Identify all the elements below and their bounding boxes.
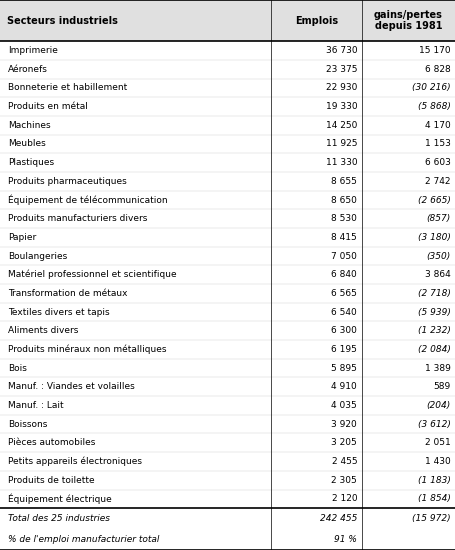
Text: Produits manufacturiers divers: Produits manufacturiers divers <box>8 214 147 223</box>
Text: 1 430: 1 430 <box>425 457 450 466</box>
Text: 22 930: 22 930 <box>326 84 357 92</box>
Text: 36 730: 36 730 <box>325 46 357 55</box>
Text: 3 864: 3 864 <box>425 270 450 279</box>
Text: (2 665): (2 665) <box>418 195 450 205</box>
Text: 1 153: 1 153 <box>425 140 450 148</box>
Text: (2 084): (2 084) <box>418 345 450 354</box>
Text: 2 305: 2 305 <box>331 476 357 485</box>
Text: Pièces automobiles: Pièces automobiles <box>8 438 96 447</box>
Text: (30 216): (30 216) <box>412 84 450 92</box>
Text: 6 840: 6 840 <box>331 270 357 279</box>
Text: Bois: Bois <box>8 364 27 372</box>
Text: (204): (204) <box>426 401 450 410</box>
Text: Équipement de télécommunication: Équipement de télécommunication <box>8 195 168 205</box>
Text: Produits minéraux non métalliques: Produits minéraux non métalliques <box>8 345 167 354</box>
Text: Textiles divers et tapis: Textiles divers et tapis <box>8 307 110 317</box>
Text: 6 540: 6 540 <box>331 307 357 317</box>
Text: Aéronefs: Aéronefs <box>8 65 48 74</box>
Text: 6 565: 6 565 <box>331 289 357 298</box>
Text: Boissons: Boissons <box>8 420 48 428</box>
Text: 1 389: 1 389 <box>425 364 450 372</box>
Text: 2 120: 2 120 <box>332 494 357 503</box>
Text: Machines: Machines <box>8 121 51 130</box>
Text: 8 655: 8 655 <box>331 177 357 186</box>
Bar <box>0 0 455 41</box>
Text: 11 330: 11 330 <box>325 158 357 167</box>
Text: Total des 25 industries: Total des 25 industries <box>8 514 110 523</box>
Text: Petits appareils électroniques: Petits appareils électroniques <box>8 456 142 466</box>
Text: Équipement électrique: Équipement électrique <box>8 493 112 504</box>
Text: 91 %: 91 % <box>334 535 357 544</box>
Text: Produits de toilette: Produits de toilette <box>8 476 95 485</box>
Text: Matériel professionnel et scientifique: Matériel professionnel et scientifique <box>8 270 177 279</box>
Text: (1 183): (1 183) <box>418 476 450 485</box>
Text: (350): (350) <box>426 251 450 261</box>
Text: (1 854): (1 854) <box>418 494 450 503</box>
Text: Manuf. : Viandes et volailles: Manuf. : Viandes et volailles <box>8 382 135 391</box>
Text: 6 603: 6 603 <box>425 158 450 167</box>
Text: 2 742: 2 742 <box>425 177 450 186</box>
Text: Imprimerie: Imprimerie <box>8 46 58 55</box>
Text: 15 170: 15 170 <box>419 46 450 55</box>
Text: 6 828: 6 828 <box>425 65 450 74</box>
Text: 589: 589 <box>433 382 450 391</box>
Text: (5 939): (5 939) <box>418 307 450 317</box>
Text: Manuf. : Lait: Manuf. : Lait <box>8 401 64 410</box>
Text: (3 612): (3 612) <box>418 420 450 428</box>
Text: (1 232): (1 232) <box>418 326 450 336</box>
Text: (2 718): (2 718) <box>418 289 450 298</box>
Text: Secteurs industriels: Secteurs industriels <box>7 15 118 26</box>
Text: 4 910: 4 910 <box>331 382 357 391</box>
Text: 11 925: 11 925 <box>326 140 357 148</box>
Text: 6 300: 6 300 <box>331 326 357 336</box>
Text: (5 868): (5 868) <box>418 102 450 111</box>
Text: 14 250: 14 250 <box>326 121 357 130</box>
Text: (3 180): (3 180) <box>418 233 450 242</box>
Text: gains/pertes
depuis 1981: gains/pertes depuis 1981 <box>374 10 443 31</box>
Text: 19 330: 19 330 <box>325 102 357 111</box>
Text: Transformation de métaux: Transformation de métaux <box>8 289 128 298</box>
Text: (857): (857) <box>426 214 450 223</box>
Text: % de l'emploi manufacturier total: % de l'emploi manufacturier total <box>8 535 160 544</box>
Text: 4 170: 4 170 <box>425 121 450 130</box>
Text: 3 205: 3 205 <box>331 438 357 447</box>
Text: 242 455: 242 455 <box>320 514 357 523</box>
Text: 23 375: 23 375 <box>326 65 357 74</box>
Text: 5 895: 5 895 <box>331 364 357 372</box>
Text: Plastiques: Plastiques <box>8 158 54 167</box>
Text: 3 920: 3 920 <box>331 420 357 428</box>
Text: 6 195: 6 195 <box>331 345 357 354</box>
Text: Emplois: Emplois <box>295 15 338 26</box>
Text: Bonneterie et habillement: Bonneterie et habillement <box>8 84 127 92</box>
Text: Produits pharmaceutiques: Produits pharmaceutiques <box>8 177 127 186</box>
Text: 7 050: 7 050 <box>331 251 357 261</box>
Text: Aliments divers: Aliments divers <box>8 326 79 336</box>
Text: 2 051: 2 051 <box>425 438 450 447</box>
Text: Boulangeries: Boulangeries <box>8 251 67 261</box>
Text: 8 650: 8 650 <box>331 195 357 205</box>
Text: 8 415: 8 415 <box>331 233 357 242</box>
Text: 8 530: 8 530 <box>331 214 357 223</box>
Text: 4 035: 4 035 <box>331 401 357 410</box>
Text: (15 972): (15 972) <box>412 514 450 523</box>
Text: Papier: Papier <box>8 233 36 242</box>
Text: 2 455: 2 455 <box>332 457 357 466</box>
Text: Meubles: Meubles <box>8 140 46 148</box>
Text: Produits en métal: Produits en métal <box>8 102 88 111</box>
